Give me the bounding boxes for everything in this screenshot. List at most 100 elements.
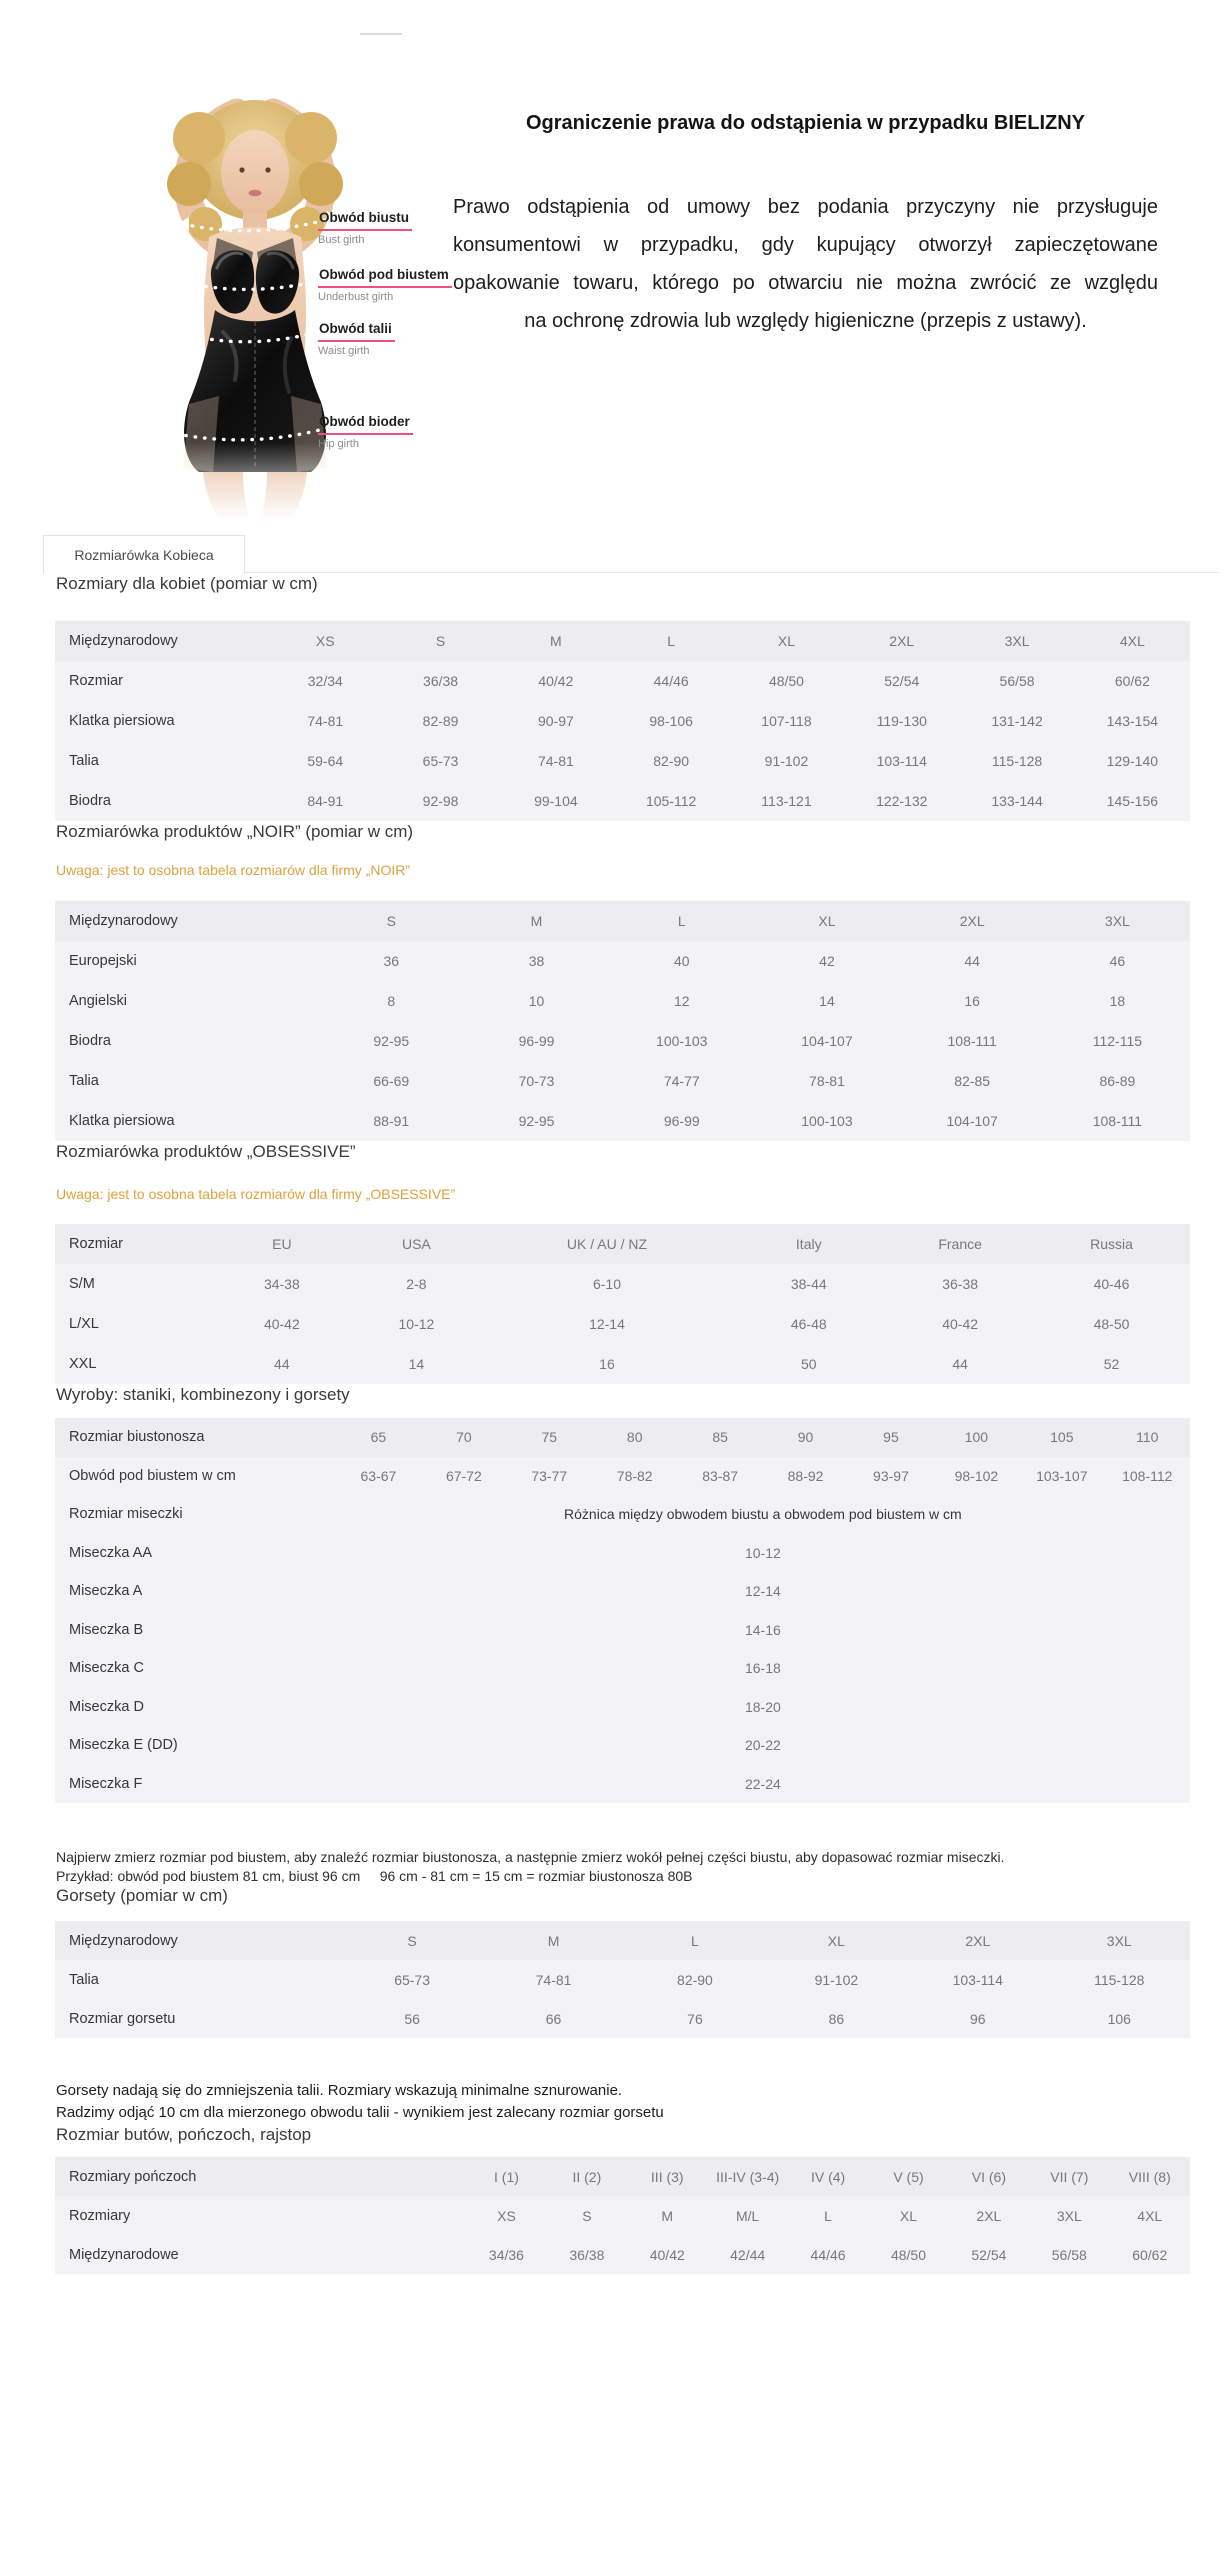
value-cell: 100 bbox=[964, 1429, 989, 1446]
value-cell: XS bbox=[315, 633, 335, 649]
value-cell: 113-121 bbox=[761, 793, 812, 809]
table-row: XXL 44 14 16 50 44 52 bbox=[55, 1344, 1190, 1384]
value-cell: 16 bbox=[599, 1356, 615, 1372]
value-cell: 91-102 bbox=[764, 753, 809, 769]
value-cell: 63-67 bbox=[360, 1467, 397, 1484]
value-cell: 22-24 bbox=[744, 1775, 781, 1792]
size-table: Międzynarodowy S M L XL 2XL 3XL Talia 65-73 74-81… bbox=[55, 1921, 1190, 2038]
notice-title: Ograniczenie prawa do odstąpienia w przy… bbox=[526, 112, 1085, 134]
value-cell: 65-73 bbox=[422, 753, 459, 769]
measure-label-hip: Obwód bioder Hip girth bbox=[318, 414, 413, 450]
value-cell: 70-73 bbox=[518, 1073, 555, 1089]
hero-section: Obwód biustu Bust girth Obwód pod biuste… bbox=[0, 0, 1227, 535]
value-cell: 14 bbox=[408, 1356, 425, 1372]
value-cell: 4XL bbox=[1119, 633, 1145, 649]
value-cell: L bbox=[691, 1932, 699, 1949]
tab-baseline bbox=[245, 535, 1219, 573]
row-label-cell: Miseczka A bbox=[69, 1583, 143, 1600]
value-cell: 83-87 bbox=[702, 1467, 739, 1484]
value-cell: USA bbox=[401, 1236, 431, 1252]
value-cell: 98-102 bbox=[954, 1467, 999, 1484]
section-heading-stockings: Rozmiar butów, pończoch, rajstop bbox=[56, 2125, 312, 2144]
row-label-cell: Talia bbox=[69, 753, 99, 769]
value-cell: 56/58 bbox=[1051, 2246, 1087, 2263]
row-label-cell: Rozmiary bbox=[69, 2207, 131, 2224]
notice-line: opakowanie towaru, którego po otwarciu n… bbox=[453, 272, 1158, 294]
table-women-sizes: Międzynarodowy XS S M L XL 2XL 3XL 4XL Rozmiar 32/… bbox=[55, 621, 1190, 821]
value-cell: 3XL bbox=[1104, 913, 1130, 929]
table-row: Talia 59-64 65-73 74-81 82-90 91-102 103-114 11… bbox=[55, 741, 1190, 781]
section-heading-women: Rozmiary dla kobiet (pomiar w cm) bbox=[56, 574, 318, 593]
section-heading-obsessive: Rozmiarówka produktów „OBSESSIVE” bbox=[56, 1142, 356, 1161]
table-row: Biodra 92-95 96-99 100-103 104-107 108-111 112… bbox=[55, 1021, 1190, 1061]
row-label-cell: Miseczka D bbox=[69, 1698, 144, 1715]
value-cell: 115-128 bbox=[1094, 1971, 1145, 1988]
value-cell: 56 bbox=[404, 2010, 420, 2027]
value-cell: 122-132 bbox=[876, 793, 928, 809]
value-cell: 56/58 bbox=[999, 673, 1035, 689]
table-corset-sizes: Międzynarodowy S M L XL 2XL 3XL Talia 65-73 74-81… bbox=[55, 1921, 1190, 2038]
row-label-cell: Biodra bbox=[69, 1033, 111, 1049]
value-cell: 42 bbox=[819, 953, 835, 969]
value-cell: 76 bbox=[687, 2010, 703, 2027]
row-label-cell: Rozmiar miseczki bbox=[69, 1506, 183, 1523]
value-cell: 2-8 bbox=[406, 1276, 427, 1292]
row-label-cell: Angielski bbox=[69, 993, 128, 1009]
value-cell: 119-130 bbox=[876, 713, 927, 729]
row-label-cell: Talia bbox=[69, 1971, 99, 1988]
value-cell: 20-22 bbox=[744, 1737, 781, 1754]
model-illustration bbox=[85, 98, 455, 520]
row-label-cell: S/M bbox=[69, 1276, 95, 1292]
value-cell: 16 bbox=[964, 993, 980, 1009]
value-cell: 14-16 bbox=[744, 1621, 781, 1638]
measure-label-waist: Obwód talii Waist girth bbox=[318, 321, 395, 357]
value-cell: 66-69 bbox=[373, 1073, 410, 1089]
value-cell: 145-156 bbox=[1106, 793, 1159, 809]
value-cell: 59-64 bbox=[307, 753, 344, 769]
value-cell: 80 bbox=[626, 1429, 643, 1446]
size-chart-page: Obwód biustu Bust girth Obwód pod biuste… bbox=[0, 0, 1227, 2274]
value-cell: 90 bbox=[797, 1429, 814, 1446]
size-table: Międzynarodowy XS S M L XL 2XL 3XL 4XL Rozmiar 32/… bbox=[55, 621, 1190, 821]
measure-label-underbust: Obwód pod biustem Underbust girth bbox=[318, 267, 452, 303]
table-row: Międzynarodowy S M L XL 2XL 3XL bbox=[55, 901, 1190, 941]
value-cell: 98-106 bbox=[649, 713, 693, 729]
value-cell: 107-118 bbox=[761, 713, 812, 729]
value-cell: 74-81 bbox=[307, 713, 344, 729]
value-cell: 82-85 bbox=[954, 1073, 991, 1089]
row-label-cell: Miseczka C bbox=[69, 1660, 144, 1677]
value-cell: 36/38 bbox=[569, 2246, 605, 2263]
size-table: Rozmiar EU USA UK / AU / NZ Italy France Russi… bbox=[55, 1224, 1190, 1384]
value-cell: 48/50 bbox=[768, 673, 804, 689]
table-row: Miseczka A 12-14 bbox=[55, 1572, 1190, 1611]
value-cell: 36/38 bbox=[423, 673, 459, 689]
value-cell: 38 bbox=[528, 953, 545, 969]
value-cell: 82-90 bbox=[653, 753, 690, 769]
value-cell: 3XL bbox=[1106, 1932, 1132, 1949]
value-cell: 36-38 bbox=[942, 1276, 979, 1292]
value-cell: 92-95 bbox=[373, 1033, 410, 1049]
row-label-cell: Talia bbox=[69, 1073, 99, 1089]
value-cell: 48-50 bbox=[1093, 1316, 1130, 1332]
table-row: Rozmiary pończoch I (1) II (2) III (3) III-I… bbox=[55, 2157, 1190, 2196]
value-cell: 40-46 bbox=[1093, 1276, 1130, 1292]
row-label-cell: Międzynarodowy bbox=[69, 633, 178, 649]
value-cell: VII (7) bbox=[1050, 2168, 1089, 2185]
value-cell: 96-99 bbox=[518, 1033, 555, 1049]
value-cell: 74-77 bbox=[663, 1073, 700, 1089]
value-cell: 44 bbox=[964, 953, 980, 969]
table-row: Rozmiar EU USA UK / AU / NZ Italy France Russi… bbox=[55, 1224, 1190, 1264]
value-cell: 44 bbox=[274, 1356, 290, 1372]
table-row: S/M 34-38 2-8 6-10 38-44 36-38 40-46 bbox=[55, 1264, 1190, 1304]
row-label-cell: Miseczka F bbox=[69, 1775, 143, 1792]
value-cell: 16-18 bbox=[744, 1660, 781, 1677]
value-cell: 65 bbox=[370, 1429, 387, 1446]
value-cell: 44/46 bbox=[653, 673, 689, 689]
measure-label-pl: Obwód bioder bbox=[318, 415, 413, 435]
value-cell: Russia bbox=[1090, 1236, 1133, 1252]
table-row: Rozmiar miseczki Różnica między obwodem b… bbox=[55, 1495, 1190, 1534]
value-cell: 3XL bbox=[1004, 633, 1030, 649]
table-row: Miseczka B 14-16 bbox=[55, 1611, 1190, 1650]
row-label-cell: L/XL bbox=[69, 1316, 99, 1332]
tab-rozmiarowka-kobieca[interactable]: Rozmiarówka Kobieca bbox=[43, 535, 245, 573]
